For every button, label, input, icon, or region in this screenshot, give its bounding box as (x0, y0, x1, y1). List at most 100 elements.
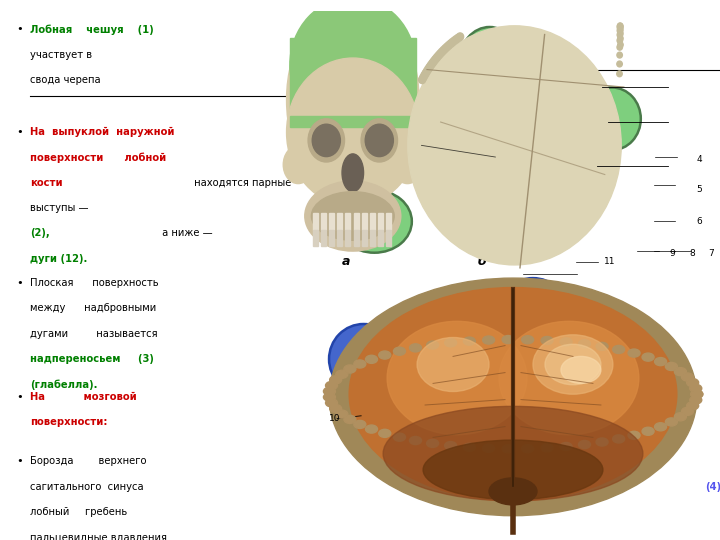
Circle shape (422, 70, 429, 77)
Ellipse shape (498, 278, 567, 343)
Circle shape (453, 36, 460, 43)
Circle shape (438, 48, 446, 56)
Text: (2),: (2), (30, 228, 50, 239)
Circle shape (628, 349, 640, 357)
Circle shape (394, 347, 405, 355)
Text: кости: кости (30, 178, 63, 188)
Circle shape (618, 26, 623, 32)
Circle shape (429, 59, 436, 67)
Bar (386, 213, 391, 230)
Ellipse shape (290, 0, 415, 132)
Text: образовании: образовании (448, 50, 516, 60)
Ellipse shape (561, 356, 601, 383)
Circle shape (433, 53, 441, 61)
Ellipse shape (308, 119, 344, 162)
Text: поверхности:: поверхности: (30, 417, 108, 427)
Text: •: • (16, 392, 22, 402)
Circle shape (665, 418, 678, 426)
Text: лобный     гребень: лобный гребень (30, 507, 143, 517)
Circle shape (617, 71, 622, 77)
Circle shape (618, 24, 623, 30)
Circle shape (578, 340, 590, 348)
Circle shape (420, 74, 427, 82)
Circle shape (379, 351, 391, 359)
Bar (370, 230, 374, 246)
Circle shape (502, 445, 514, 453)
Text: На           мозговой: На мозговой (30, 392, 137, 402)
Circle shape (432, 56, 439, 63)
Circle shape (427, 341, 438, 349)
Circle shape (642, 353, 654, 361)
Circle shape (336, 370, 348, 379)
Ellipse shape (311, 192, 394, 240)
Circle shape (325, 399, 338, 407)
Text: 9: 9 (670, 249, 675, 258)
Circle shape (323, 393, 336, 401)
Ellipse shape (392, 146, 423, 184)
Bar (329, 230, 334, 246)
Circle shape (410, 344, 421, 352)
Circle shape (449, 38, 456, 46)
Bar (361, 230, 366, 246)
Circle shape (454, 34, 462, 42)
Circle shape (431, 57, 438, 65)
Circle shape (654, 357, 667, 366)
Circle shape (618, 36, 623, 42)
Circle shape (690, 390, 703, 399)
Circle shape (596, 438, 608, 446)
Circle shape (522, 444, 534, 453)
Circle shape (418, 76, 426, 84)
Text: 5: 5 (696, 185, 702, 193)
Circle shape (344, 365, 356, 373)
Circle shape (354, 420, 366, 428)
Circle shape (617, 52, 622, 58)
Text: б: б (478, 255, 487, 268)
Circle shape (330, 376, 342, 384)
Text: Борозда        верхнего: Борозда верхнего (30, 456, 147, 467)
Text: 1: 1 (485, 55, 495, 69)
Circle shape (617, 44, 623, 50)
Bar (321, 213, 326, 230)
Circle shape (687, 402, 698, 410)
Ellipse shape (349, 287, 677, 501)
Circle shape (435, 52, 442, 59)
Circle shape (456, 33, 464, 40)
Circle shape (482, 336, 495, 344)
Circle shape (682, 373, 693, 381)
Circle shape (445, 42, 452, 49)
Text: (глабелла).: (глабелла). (30, 380, 98, 390)
Text: выступы —: выступы — (30, 203, 89, 213)
Text: дугами         называется: дугами называется (30, 329, 158, 339)
Ellipse shape (592, 348, 661, 413)
Ellipse shape (459, 27, 520, 97)
Text: 10: 10 (329, 414, 341, 423)
Text: пальцевидные вдавления: пальцевидные вдавления (30, 532, 167, 540)
Circle shape (451, 37, 458, 45)
Ellipse shape (423, 440, 603, 500)
Ellipse shape (489, 478, 537, 505)
Bar (338, 230, 342, 246)
Bar (338, 213, 342, 230)
Bar (378, 213, 383, 230)
Circle shape (617, 32, 623, 38)
Circle shape (445, 442, 456, 450)
Text: а: а (341, 255, 350, 268)
Circle shape (394, 433, 405, 441)
Circle shape (325, 381, 338, 389)
Text: •: • (16, 456, 22, 467)
Ellipse shape (477, 428, 546, 492)
Circle shape (617, 28, 623, 33)
Circle shape (690, 390, 703, 399)
Circle shape (366, 425, 377, 433)
Circle shape (423, 68, 431, 75)
Ellipse shape (533, 335, 613, 394)
Text: •: • (16, 278, 22, 288)
Circle shape (617, 25, 623, 31)
Ellipse shape (408, 26, 621, 265)
Circle shape (541, 444, 553, 452)
Circle shape (336, 410, 348, 418)
Ellipse shape (287, 58, 419, 206)
Circle shape (428, 61, 435, 69)
Circle shape (687, 379, 698, 387)
Text: дуги (12).: дуги (12). (30, 254, 88, 264)
